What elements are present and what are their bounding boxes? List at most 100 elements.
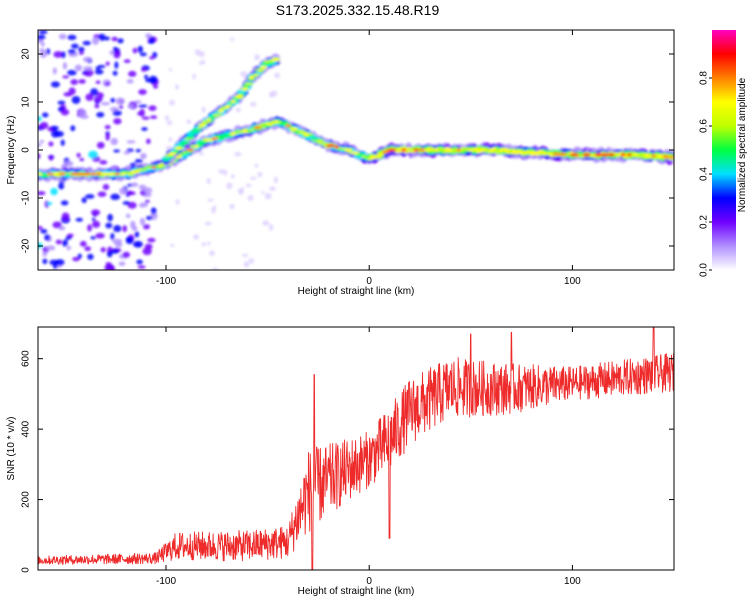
noise-speckle bbox=[39, 50, 47, 58]
noise-speckle bbox=[257, 171, 263, 178]
snr-marks bbox=[38, 327, 674, 570]
ridge-core bbox=[106, 172, 116, 176]
noise-speckle bbox=[76, 177, 83, 182]
noise-speckle bbox=[170, 243, 175, 248]
noise-speckle bbox=[114, 61, 119, 69]
noise-speckle bbox=[144, 74, 149, 80]
noise-speckle bbox=[61, 51, 66, 59]
spectrogram-y-axis-label: Frequency (Hz) bbox=[6, 116, 17, 185]
ridge-core bbox=[253, 126, 262, 130]
spectrogram-marks bbox=[38, 30, 674, 270]
upper-ridge-mark bbox=[196, 126, 204, 129]
noise-speckle bbox=[87, 224, 93, 232]
ridge-core bbox=[242, 87, 249, 91]
noise-speckle bbox=[83, 66, 93, 71]
noise-speckle bbox=[66, 245, 72, 251]
noise-speckle bbox=[122, 201, 131, 205]
noise-speckle bbox=[269, 186, 276, 191]
noise-speckle bbox=[48, 154, 54, 161]
spectrogram-y-tick-label: 20 bbox=[21, 48, 32, 60]
snr-y-axis-label: SNR (10 * v/v) bbox=[6, 417, 17, 481]
ridge-core bbox=[456, 148, 461, 152]
colorbar-tick-label: 0.8 bbox=[699, 71, 710, 85]
noise-speckle bbox=[150, 115, 158, 120]
ridge-core bbox=[569, 153, 580, 157]
upper-ridge-mark bbox=[186, 136, 195, 140]
spectrogram-x-axis-label: Height of straight line (km) bbox=[298, 286, 415, 297]
noise-speckle bbox=[67, 49, 76, 54]
noise-speckle bbox=[139, 217, 146, 226]
ridge-core bbox=[38, 172, 43, 176]
noise-speckle bbox=[235, 107, 241, 113]
noise-speckle bbox=[248, 258, 255, 264]
noise-speckle bbox=[109, 265, 116, 270]
noise-speckle bbox=[109, 50, 114, 55]
noise-speckle bbox=[127, 104, 135, 109]
noise-speckle bbox=[134, 231, 140, 238]
snr-ticks: -100 0 100 0 200 400 600 bbox=[21, 327, 674, 587]
noise-speckle bbox=[96, 141, 105, 149]
noise-speckle bbox=[118, 261, 126, 266]
noise-speckle bbox=[201, 59, 206, 65]
colorbar-tick-label: 0.2 bbox=[699, 215, 710, 229]
noise-speckle bbox=[192, 73, 196, 80]
noise-speckle bbox=[38, 242, 43, 249]
colorbar-tick-label: 0.6 bbox=[699, 119, 710, 133]
noise-speckle bbox=[95, 80, 101, 85]
ridge-core bbox=[480, 148, 486, 152]
ridge-core bbox=[217, 109, 224, 113]
ridge-core bbox=[58, 172, 66, 176]
noise-speckle bbox=[209, 250, 215, 256]
upper-ridge-mark bbox=[172, 150, 180, 154]
page-title: S173.2025.332.15.48.R19 bbox=[275, 2, 440, 18]
noise-speckle bbox=[71, 95, 81, 104]
ridge-core bbox=[582, 153, 591, 157]
noise-speckle bbox=[240, 71, 247, 78]
ridge-core bbox=[211, 136, 219, 140]
noise-speckle bbox=[143, 202, 148, 207]
main-ridge-mark bbox=[404, 147, 413, 150]
noise-speckle bbox=[38, 153, 41, 160]
main-ridge-mark bbox=[216, 137, 226, 140]
noise-speckle bbox=[78, 79, 86, 84]
noise-speckle bbox=[218, 169, 224, 174]
noise-speckle bbox=[137, 265, 146, 269]
ridge-core bbox=[81, 172, 92, 176]
noise-speckle bbox=[105, 133, 110, 141]
main-ridge-mark bbox=[636, 155, 644, 159]
ridge-core bbox=[345, 148, 353, 152]
noise-speckle bbox=[168, 137, 173, 143]
noise-speckle bbox=[135, 148, 142, 153]
noise-speckle bbox=[268, 224, 274, 231]
noise-speckle bbox=[241, 187, 245, 191]
noise-speckle bbox=[186, 119, 192, 124]
noise-speckle bbox=[201, 106, 206, 113]
noise-speckle bbox=[60, 200, 69, 206]
upper-ridge-mark bbox=[167, 155, 175, 158]
noise-speckle bbox=[96, 111, 105, 118]
noise-speckle bbox=[110, 98, 116, 103]
noise-speckle bbox=[139, 52, 147, 57]
noise-speckle bbox=[82, 56, 92, 63]
noise-speckle bbox=[60, 108, 70, 116]
spectrogram-blobs bbox=[38, 30, 674, 270]
main-ridge-mark bbox=[262, 124, 272, 128]
ridge-core bbox=[326, 144, 336, 148]
noise-speckle bbox=[123, 151, 131, 155]
noise-speckle bbox=[70, 79, 79, 85]
ridge-core bbox=[557, 152, 567, 156]
noise-speckle bbox=[113, 50, 121, 59]
noise-speckle bbox=[268, 91, 274, 98]
noise-speckle bbox=[38, 116, 42, 122]
noise-speckle bbox=[83, 68, 94, 77]
ridge-core bbox=[235, 94, 244, 98]
noise-speckle bbox=[198, 51, 205, 58]
noise-speckle bbox=[126, 148, 134, 153]
noise-speckle bbox=[46, 201, 53, 206]
noise-speckle bbox=[207, 241, 211, 246]
noise-speckle bbox=[136, 259, 143, 265]
noise-speckle bbox=[40, 41, 45, 47]
ridge-core bbox=[151, 165, 157, 169]
noise-speckle bbox=[39, 121, 49, 130]
